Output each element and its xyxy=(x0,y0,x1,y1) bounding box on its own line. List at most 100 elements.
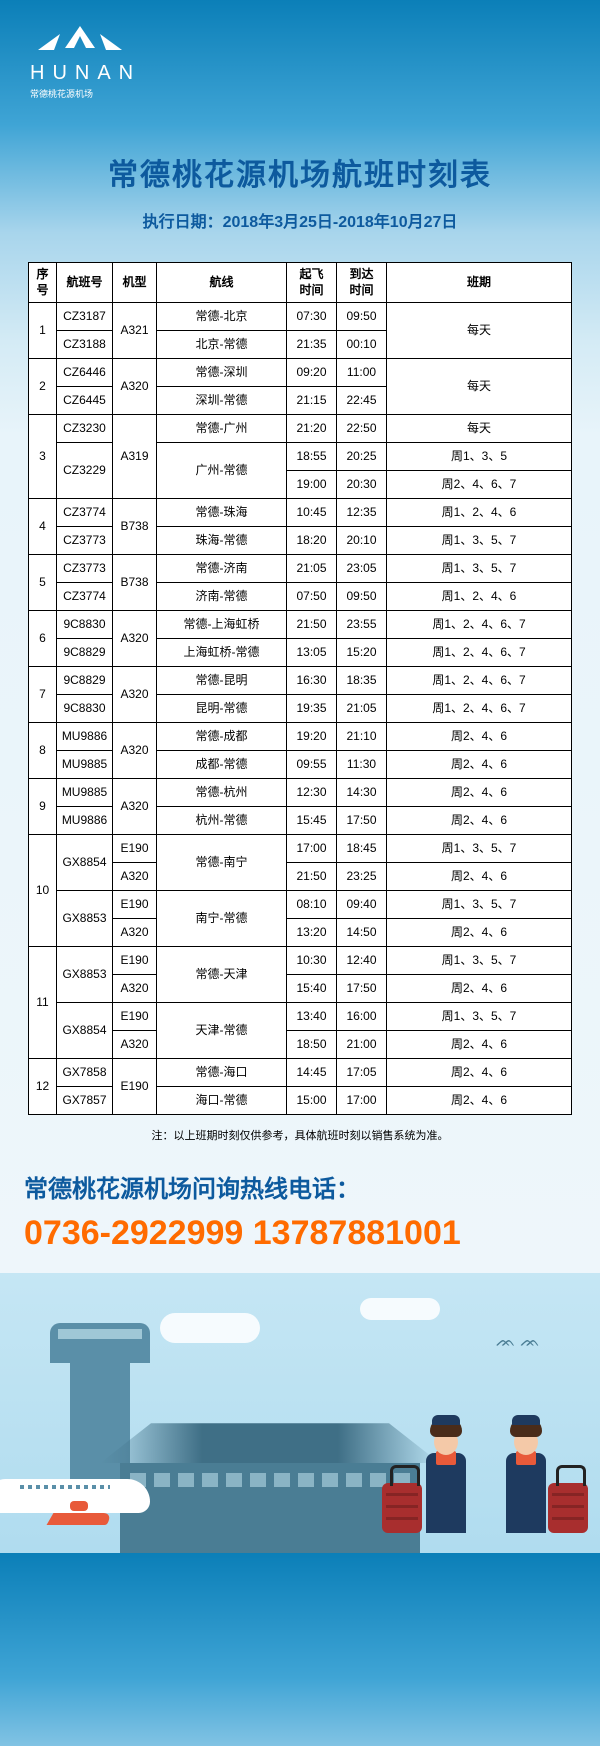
cell-seq: 7 xyxy=(29,667,57,723)
cell-flight: CZ3188 xyxy=(57,331,113,359)
cell-dep: 18:50 xyxy=(287,1031,337,1059)
cell-flight: CZ3774 xyxy=(57,499,113,527)
cell-route: 常德-杭州 xyxy=(157,779,287,807)
col-aircraft: 机型 xyxy=(113,263,157,303)
cell-dep: 13:20 xyxy=(287,919,337,947)
table-header-row: 序号 航班号 机型 航线 起飞 时间 到达 时间 班期 xyxy=(29,263,572,303)
cell-route: 常德-深圳 xyxy=(157,359,287,387)
cell-aircraft: E190 xyxy=(113,891,157,919)
cell-dep: 17:00 xyxy=(287,835,337,863)
cell-route: 常德-上海虹桥 xyxy=(157,611,287,639)
cell-dep: 21:20 xyxy=(287,415,337,443)
cell-route: 常德-天津 xyxy=(157,947,287,1003)
cell-flight: GX7858 xyxy=(57,1059,113,1087)
cell-aircraft: B738 xyxy=(113,555,157,611)
cell-aircraft: A320 xyxy=(113,667,157,723)
cell-dep: 19:00 xyxy=(287,471,337,499)
cell-route: 昆明-常德 xyxy=(157,695,287,723)
cell-arr: 17:50 xyxy=(337,807,387,835)
cell-route: 海口-常德 xyxy=(157,1087,287,1115)
col-seq: 序号 xyxy=(29,263,57,303)
cell-days: 周2、4、6、7 xyxy=(387,471,572,499)
table-row: 9C8829 上海虹桥-常德13:0515:20周1、2、4、6、7 xyxy=(29,639,572,667)
cell-aircraft: E190 xyxy=(113,835,157,863)
cell-flight: 9C8830 xyxy=(57,611,113,639)
cell-flight: 9C8829 xyxy=(57,667,113,695)
cell-dep: 21:50 xyxy=(287,863,337,891)
hunan-logo-icon xyxy=(30,20,130,58)
cell-flight: 9C8829 xyxy=(57,639,113,667)
birds-icon: ᨏ ᨏ xyxy=(496,1333,540,1351)
cell-flight: GX8854 xyxy=(57,835,113,891)
table-row: MU9885成都-常德09:5511:30周2、4、6 xyxy=(29,751,572,779)
cell-aircraft: A320 xyxy=(113,723,157,779)
cell-arr: 21:05 xyxy=(337,695,387,723)
cell-dep: 21:35 xyxy=(287,331,337,359)
cell-days: 周2、4、6 xyxy=(387,807,572,835)
table-row: GX8853E190南宁-常德08:1009:40周1、3、5、7 xyxy=(29,891,572,919)
cell-dep: 07:50 xyxy=(287,583,337,611)
cell-seq: 9 xyxy=(29,779,57,835)
cell-days: 周1、3、5、7 xyxy=(387,835,572,863)
cell-flight: GX8854 xyxy=(57,1003,113,1059)
cell-route: 常德-海口 xyxy=(157,1059,287,1087)
cell-aircraft: A320 xyxy=(113,779,157,835)
cell-route: 常德-珠海 xyxy=(157,499,287,527)
logo-subtitle: 常德桃花源机场 xyxy=(30,87,93,100)
cell-flight: MU9885 xyxy=(57,751,113,779)
cell-days: 周1、2、4、6、7 xyxy=(387,639,572,667)
cell-flight: 9C8830 xyxy=(57,695,113,723)
schedule-table-wrap: 序号 航班号 机型 航线 起飞 时间 到达 时间 班期 1CZ3187A321常… xyxy=(0,252,600,1121)
cloud-icon xyxy=(160,1313,260,1343)
table-row: 2CZ6446A320常德-深圳09:2011:00每天 xyxy=(29,359,572,387)
cell-seq: 5 xyxy=(29,555,57,611)
cell-seq: 12 xyxy=(29,1059,57,1115)
cell-route: 杭州-常德 xyxy=(157,807,287,835)
cell-route: 天津-常德 xyxy=(157,1003,287,1059)
flight-attendant-icon xyxy=(422,1393,470,1533)
cell-route: 北京-常德 xyxy=(157,331,287,359)
hotline-label: 常德桃花源机场问询热线电话： xyxy=(0,1163,600,1214)
cell-days: 周1、3、5、7 xyxy=(387,555,572,583)
cell-route: 上海虹桥-常德 xyxy=(157,639,287,667)
cell-arr: 23:25 xyxy=(337,863,387,891)
cell-aircraft: E190 xyxy=(113,1059,157,1115)
cell-dep: 13:40 xyxy=(287,1003,337,1031)
cell-aircraft: A319 xyxy=(113,415,157,499)
cell-flight: MU9885 xyxy=(57,779,113,807)
cell-days: 周2、4、6 xyxy=(387,1059,572,1087)
cell-days: 周2、4、6 xyxy=(387,1031,572,1059)
cell-flight: CZ3229 xyxy=(57,443,113,499)
airport-illustration: ᨏ ᨏ xyxy=(0,1273,600,1553)
cell-days: 周2、4、6 xyxy=(387,1087,572,1115)
schedule-table: 序号 航班号 机型 航线 起飞 时间 到达 时间 班期 1CZ3187A321常… xyxy=(28,262,572,1115)
cell-days: 周1、3、5、7 xyxy=(387,891,572,919)
table-row: CZ3773珠海-常德18:2020:10周1、3、5、7 xyxy=(29,527,572,555)
table-row: GX7857海口-常德15:0017:00周2、4、6 xyxy=(29,1087,572,1115)
cell-days: 周2、4、6 xyxy=(387,751,572,779)
cell-arr: 20:30 xyxy=(337,471,387,499)
cell-days: 每天 xyxy=(387,415,572,443)
cell-days: 周2、4、6 xyxy=(387,919,572,947)
cell-seq: 1 xyxy=(29,303,57,359)
cell-dep: 08:10 xyxy=(287,891,337,919)
cell-dep: 13:05 xyxy=(287,639,337,667)
cell-flight: CZ6445 xyxy=(57,387,113,415)
cell-arr: 15:20 xyxy=(337,639,387,667)
cell-dep: 21:15 xyxy=(287,387,337,415)
cell-aircraft: E190 xyxy=(113,947,157,975)
cell-flight: CZ6446 xyxy=(57,359,113,387)
cell-days: 周1、2、4、6 xyxy=(387,499,572,527)
cell-seq: 3 xyxy=(29,415,57,499)
cell-aircraft: A321 xyxy=(113,303,157,359)
cell-days: 周2、4、6 xyxy=(387,779,572,807)
cell-dep: 12:30 xyxy=(287,779,337,807)
flight-attendant-icon xyxy=(502,1393,550,1533)
cell-arr: 12:35 xyxy=(337,499,387,527)
cell-arr: 21:10 xyxy=(337,723,387,751)
cell-aircraft: A320 xyxy=(113,1031,157,1059)
cell-flight: CZ3773 xyxy=(57,527,113,555)
cell-route: 广州-常德 xyxy=(157,443,287,499)
cell-arr: 23:55 xyxy=(337,611,387,639)
cell-aircraft: A320 xyxy=(113,975,157,1003)
